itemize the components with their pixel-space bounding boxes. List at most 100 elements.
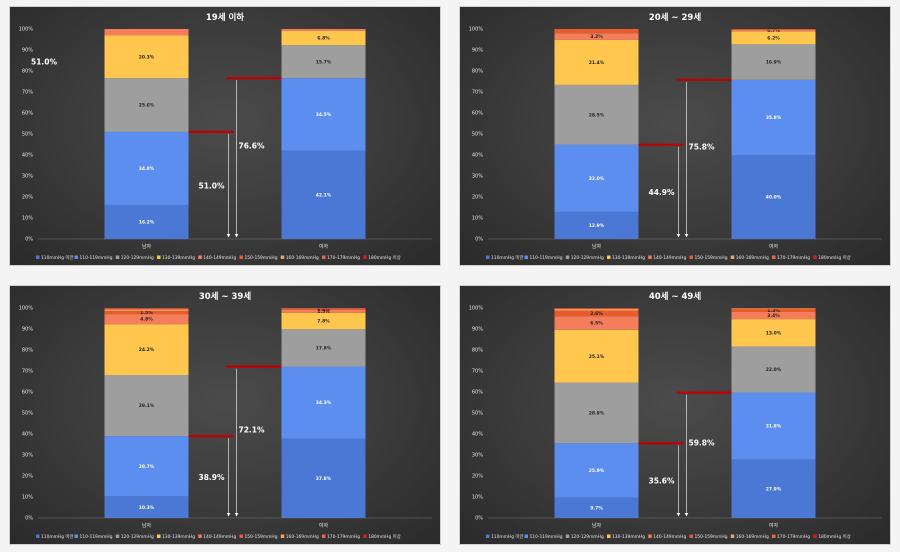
y-tick-label: 50% [472,411,483,417]
legend-label: 130-139mmHg [162,534,195,540]
legend-swatch [730,255,735,259]
bar-segment [104,204,189,239]
y-tick-label: 80% [22,69,33,75]
legend-swatch [322,534,326,538]
legend-swatch [74,255,78,259]
male-cumulative-value: 38.9% [198,473,225,482]
legend-label: 170-179mmHg [777,534,810,540]
y-tick-label: 50% [472,132,483,138]
bar-segment [281,329,366,367]
male-cumulative-value: 35.6% [648,477,675,486]
bar-segment [731,308,816,310]
legend-label: 110-119mmHg [530,255,563,261]
legend-swatch [648,534,652,538]
legend-swatch [648,255,652,259]
legend-label: 170-179mmHg [327,534,360,540]
legend-label: 180mmHg 이상 [368,533,401,540]
legend-label: 150-159mmHg [695,534,728,540]
y-tick-label: 100% [469,27,484,33]
y-tick-label: 20% [472,474,483,480]
legend-swatch [363,534,367,538]
legend-label: 160-169mmHg [286,255,319,261]
bar-segment [731,44,816,80]
y-tick-label: 60% [472,111,483,117]
legend-label: 130-139mmHg [162,255,195,261]
y-tick-label: 40% [472,432,483,438]
category-label: 여자 [769,243,779,250]
bar-segment [104,310,189,315]
bar-segment [104,309,189,311]
bar-segment [104,314,189,325]
legend-label: 110mmHg 미만 [41,254,74,261]
bar-segment [731,319,816,347]
y-tick-label: 90% [472,327,483,333]
data-label: 34.3% [316,400,332,406]
data-label: 34.5% [316,112,332,118]
data-label: 29.1% [139,403,155,409]
chart-panel-2: 20세 ~ 29세 0% 10% 20% 30% 40% 50% 60% 70% 80% 90% 10… [460,7,890,265]
legend-swatch [36,255,40,259]
bar-segment [104,35,189,79]
bar-segment [554,310,639,317]
y-tick-label: 100% [19,306,34,312]
bar-segment [554,443,639,498]
bar-segment [281,312,366,330]
chart-svg: 30세 ~ 39세 0% 10% 20% 30% 40% 50% 60% 70% 80% 90% 10… [19,291,432,540]
y-tick-label: 40% [22,153,33,159]
data-label: 10.3% [139,505,155,511]
category-label: 여자 [319,243,329,250]
female-cumulative-value: 59.8% [688,438,715,447]
y-tick-label: 90% [22,327,33,333]
legend-swatch [813,255,817,259]
legend-swatch [813,534,817,538]
bar-segment [281,30,366,46]
y-tick-label: 100% [469,306,484,312]
legend-swatch [689,255,693,259]
y-tick-label: 60% [22,390,33,396]
data-label: 21.4% [589,60,605,66]
y-tick-label: 0% [475,237,483,243]
female-arrow-head [234,234,239,238]
data-label: 4.8% [140,317,153,323]
y-tick-label: 60% [22,111,33,117]
bar-segment [281,45,366,79]
bar-segment [281,438,366,518]
data-label: 1.3% [767,308,780,314]
legend-label: 150-159mmHg [245,534,278,540]
data-label: 12.9% [589,223,605,229]
legend-swatch [565,255,570,259]
legend-swatch [36,534,40,538]
y-tick-label: 30% [472,453,483,459]
bar-segment [554,84,639,145]
y-tick-label: 0% [25,516,33,522]
legend-swatch [115,534,120,538]
male-cumulative-value: 51.0% [198,181,225,190]
female-cumulative-value: 75.8% [688,142,715,151]
data-label: 2.6% [590,311,603,317]
y-tick-label: 70% [472,90,483,96]
legend-label: 110mmHg 미만 [491,533,524,540]
legend-swatch [486,534,490,538]
legend-swatch [157,255,161,259]
legend-swatch [524,255,528,259]
data-label: 6.2% [767,35,780,41]
bar-segment [731,79,816,155]
category-label: 남자 [592,243,602,250]
legend-swatch [198,534,202,538]
chart-panel-1: 19세 이하 0% 10% 20% 30% 40% 50% 60% 70% 80% 90% 100% 1… [10,7,440,265]
legend-label: 180mmHg 이상 [818,254,851,261]
data-label: 0.4% [317,307,330,313]
legend-label: 140-149mmHg [653,255,686,261]
y-tick-label: 80% [472,69,483,75]
legend-swatch [280,255,285,259]
y-tick-label: 40% [472,153,483,159]
legend-swatch [607,534,611,538]
bar-segment [731,155,816,239]
data-label: 34.8% [139,166,155,172]
legend-swatch [772,255,776,259]
bar-segment [554,211,639,239]
male-arrow-head [226,513,231,517]
legend-label: 170-179mmHg [777,255,810,261]
legend-label: 110-119mmHg [80,255,113,261]
data-label: 17.8% [316,346,332,352]
